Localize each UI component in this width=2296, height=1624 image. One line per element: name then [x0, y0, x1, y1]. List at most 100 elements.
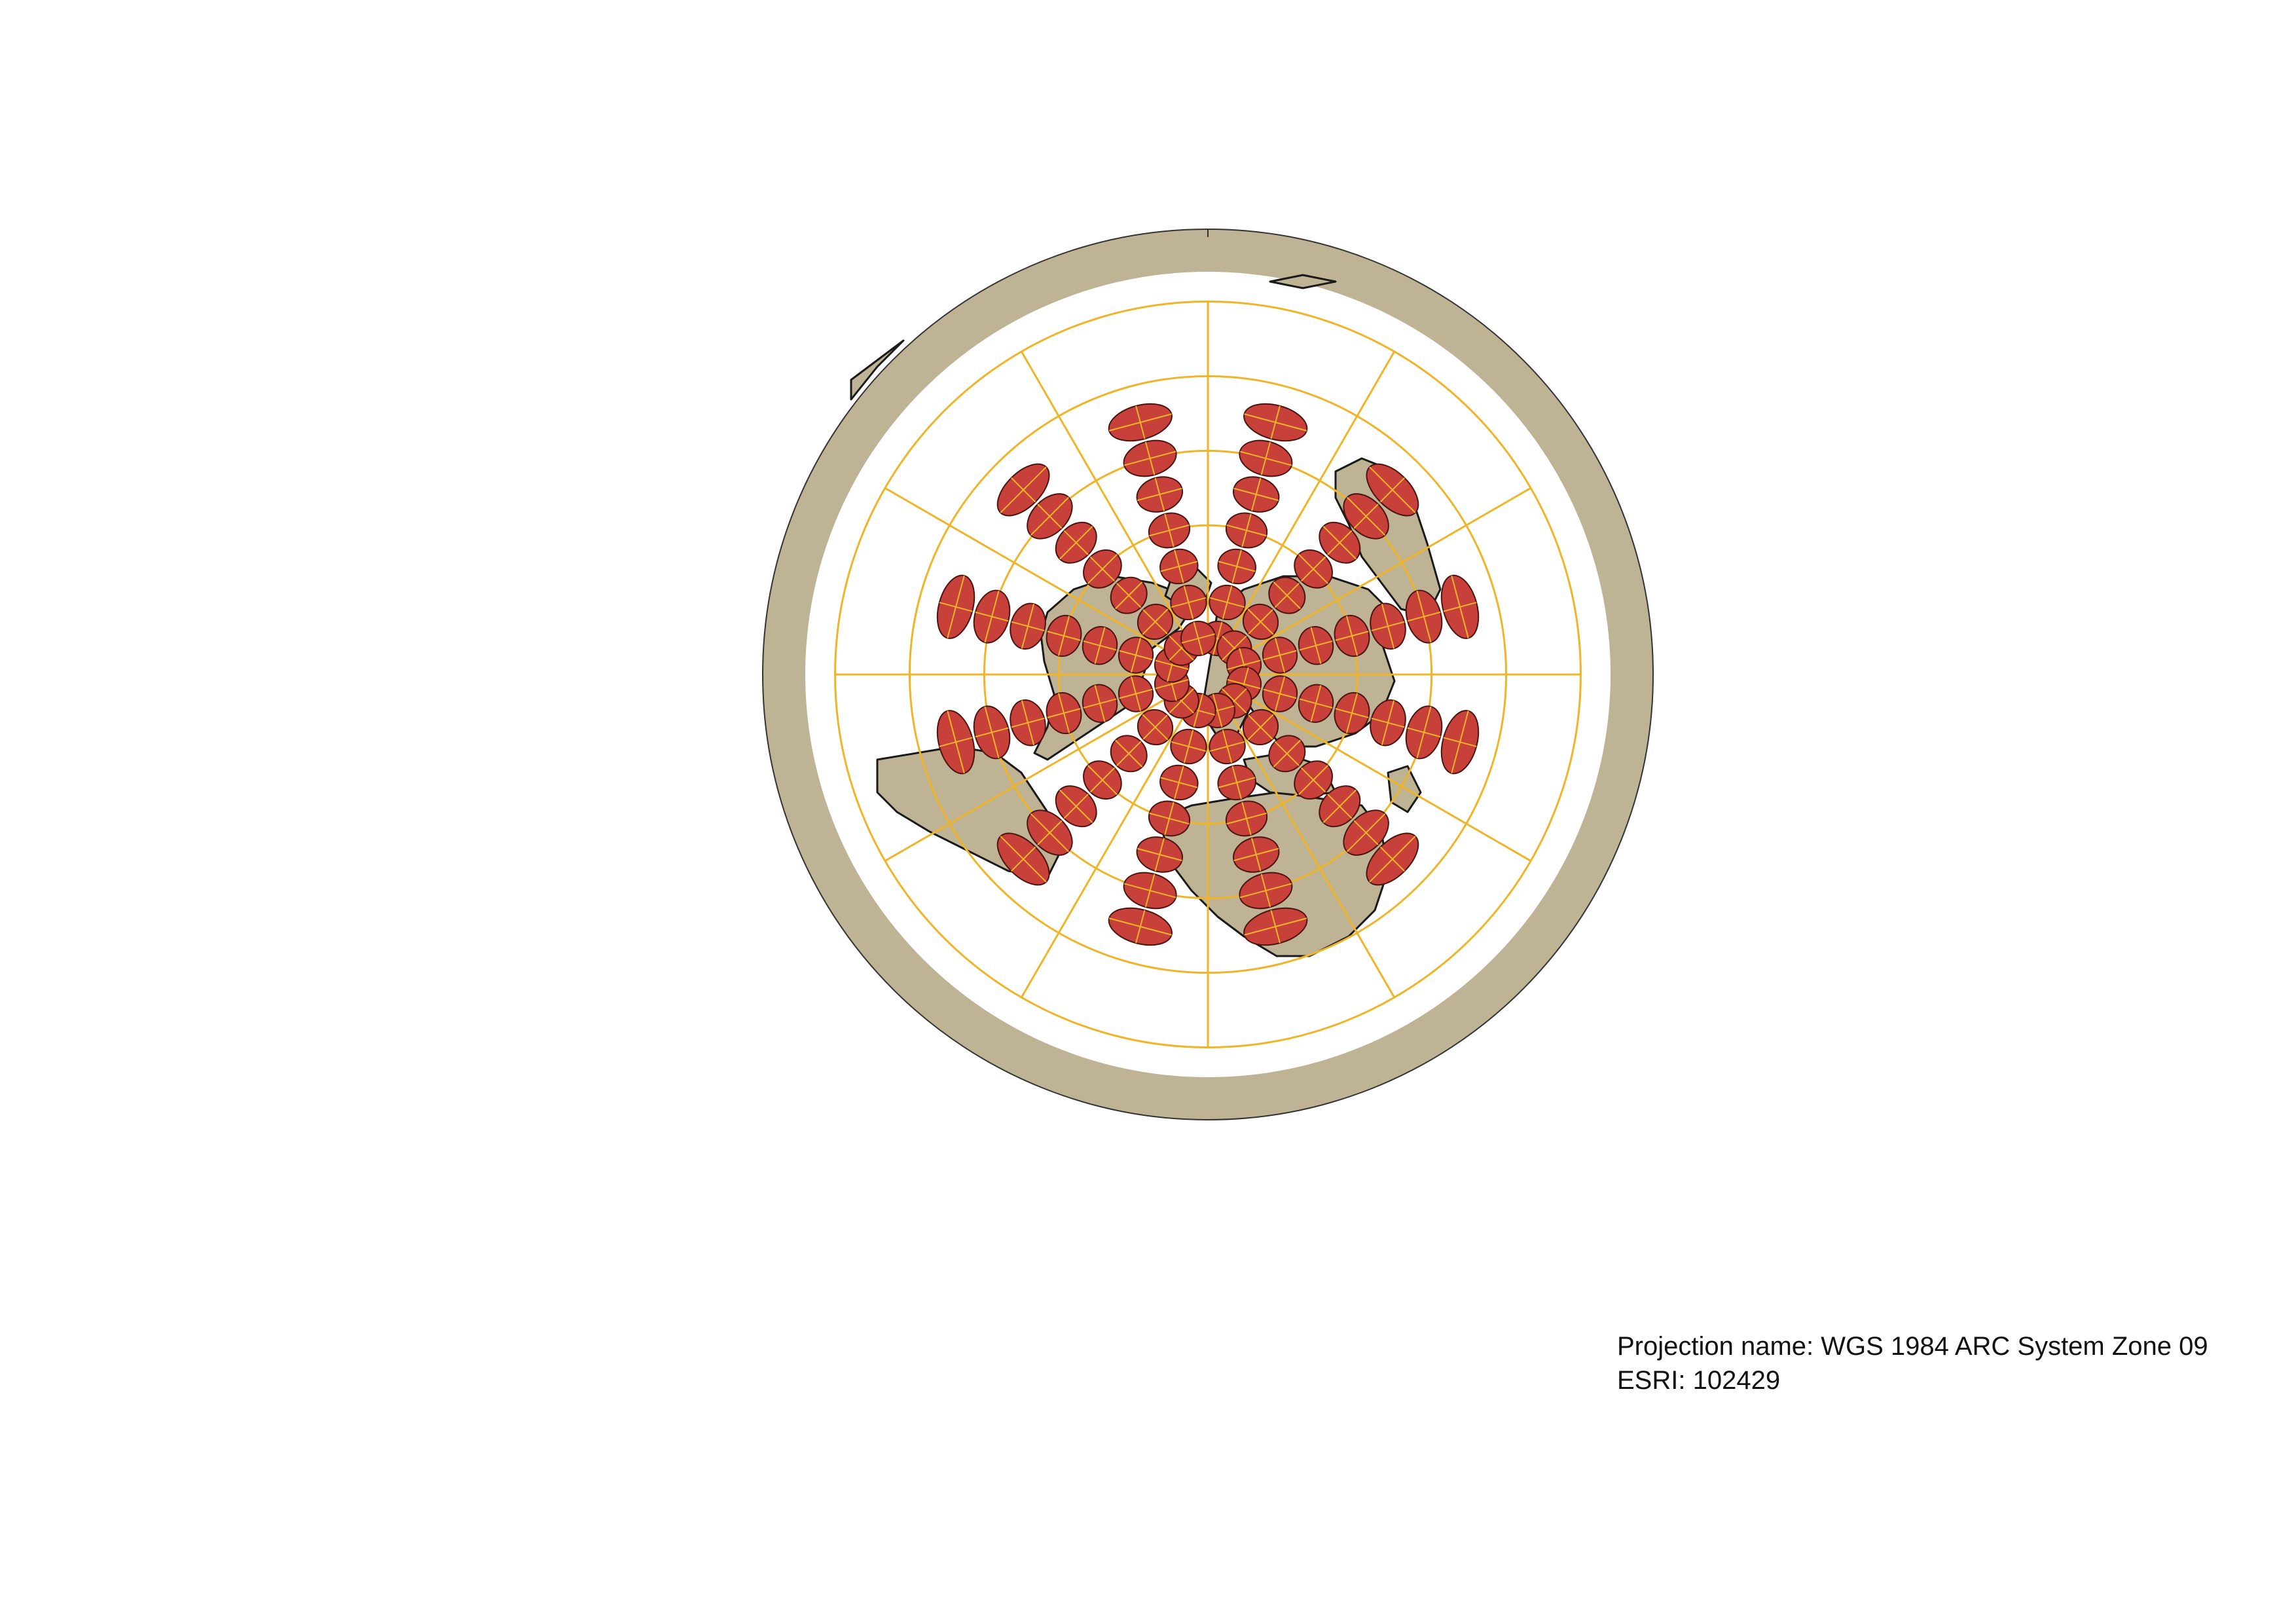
indicatrix-axis-minor — [1164, 802, 1175, 836]
projection-name-text: Projection name: WGS 1984 ARC System Zon… — [1617, 1332, 2208, 1361]
tissot-indicatrix — [1294, 760, 1333, 800]
indicatrix-axis-minor — [1212, 693, 1223, 728]
tissot-indicatrix — [1110, 576, 1148, 614]
indicatrix-axis-minor — [1353, 504, 1379, 529]
tissot-indicatrix — [1366, 832, 1419, 886]
indicatrix-axis-minor — [1142, 609, 1168, 635]
tissot-indicatrix — [1136, 836, 1183, 873]
tissot-indicatrix — [1137, 709, 1174, 746]
tissot-indicatrix — [1262, 637, 1298, 674]
tissot-indicatrix — [1217, 548, 1256, 585]
indicatrix-axis-minor — [1155, 659, 1189, 670]
tissot-indicatrix — [1118, 675, 1154, 712]
tissot-indicatrix — [1440, 574, 1480, 639]
tissot-indicatrix — [1370, 602, 1406, 650]
graticule-meridian — [1226, 706, 1396, 998]
indicatrix-axis-minor — [1011, 477, 1036, 503]
tissot-indicatrix — [1334, 614, 1370, 657]
indicatrix-axis-minor — [1248, 609, 1273, 635]
tissot-indicatrix — [1366, 463, 1419, 517]
indicatrix-axis-minor — [1011, 718, 1045, 728]
indicatrix-axis-minor — [1248, 714, 1273, 740]
indicatrix-axis-minor — [1241, 513, 1252, 547]
tissot-indicatrix — [1046, 692, 1082, 735]
indicatrix-axis-minor — [1222, 635, 1247, 661]
tissot-indicatrix — [1180, 620, 1216, 657]
indicatrix-axis-minor — [1263, 688, 1297, 699]
graticule-meridian — [1239, 487, 1531, 657]
projection-caption: Projection name: WGS 1984 ARC System Zon… — [1617, 1329, 2208, 1397]
tissot-indicatrix — [1055, 521, 1097, 564]
tissot-indicatrix — [1298, 684, 1334, 723]
indicatrix-axis-minor — [1135, 910, 1146, 944]
indicatrix-axis-minor — [1327, 530, 1353, 555]
indicatrix-axis-minor — [939, 737, 973, 747]
indicatrix-axis-minor — [1193, 693, 1203, 728]
tissot-indicatrix — [1159, 764, 1199, 801]
indicatrix-axis-minor — [1063, 530, 1089, 555]
tissot-indicatrix — [1298, 626, 1334, 665]
tissot-indicatrix — [1242, 603, 1279, 640]
tissot-indicatrix — [936, 574, 975, 639]
indicatrix-axis-minor — [1327, 794, 1353, 819]
indicatrix-axis-minor — [1047, 631, 1081, 641]
tissot-indicatrix — [1370, 699, 1406, 747]
indicatrix-axis-minor — [1164, 513, 1175, 547]
tissot-indicatrix — [1170, 584, 1207, 621]
indicatrix-axis-minor — [1371, 621, 1405, 631]
indicatrix-axis-minor — [1212, 621, 1223, 655]
graticule-meridian — [1020, 351, 1190, 643]
indicatrix-axis-minor — [1222, 688, 1247, 714]
indicatrix-axis-minor — [1037, 820, 1063, 845]
indicatrix-axis-minor — [1274, 741, 1300, 766]
tissot-indicatrix — [1137, 603, 1174, 640]
tissot-indicatrix — [1343, 493, 1389, 540]
indicatrix-axis-minor — [1260, 441, 1271, 475]
indicatrix-axis-minor — [1169, 635, 1194, 661]
tissot-indicatrix — [1108, 403, 1173, 442]
indicatrix-axis-minor — [1011, 621, 1045, 631]
tissot-indicatrix — [996, 832, 1050, 886]
indicatrix-axis-minor — [1183, 729, 1194, 764]
indicatrix-axis-minor — [1379, 846, 1405, 872]
tissot-indicatrix — [1159, 548, 1199, 585]
indicatrix-axis-minor — [1089, 767, 1115, 793]
indicatrix-axis-minor — [1119, 650, 1153, 661]
indicatrix-axis-minor — [1222, 585, 1233, 619]
tissot-indicatrix — [1123, 439, 1177, 477]
indicatrix-axis-minor — [1135, 405, 1146, 439]
tissot-indicatrix — [1319, 785, 1361, 828]
tissot-indicatrix — [1170, 728, 1207, 765]
tissot-indicatrix — [1027, 493, 1073, 540]
tissot-indicatrix — [1148, 800, 1191, 837]
tissot-indicatrix — [1294, 549, 1333, 589]
indicatrix-axis-minor — [1047, 708, 1081, 718]
graticule-meridian — [884, 487, 1176, 657]
indicatrix-axis-minor — [1263, 650, 1297, 661]
tissot-indicatrix — [1082, 684, 1118, 723]
indicatrix-axis-minor — [1063, 794, 1089, 819]
tissot-indicatrix — [1123, 872, 1177, 910]
graticule-meridian — [1226, 351, 1396, 643]
tissot-indicatrix — [1319, 521, 1361, 564]
tissot-indicatrix — [936, 710, 975, 775]
tissot-indicatrix — [996, 463, 1050, 517]
indicatrix-axis-minor — [1119, 688, 1153, 699]
indicatrix-axis-minor — [1301, 767, 1326, 793]
tissot-indicatrix — [1243, 907, 1308, 946]
indicatrix-axis-minor — [1379, 477, 1405, 503]
tissot-indicatrix — [1262, 675, 1298, 712]
indicatrix-axis-minor — [1407, 727, 1441, 738]
tissot-indicatrix — [973, 705, 1011, 760]
indicatrix-axis-minor — [1251, 838, 1262, 872]
indicatrix-axis-minor — [939, 602, 973, 612]
indicatrix-axis-minor — [1227, 679, 1261, 690]
indicatrix-axis-minor — [1154, 838, 1165, 872]
tissot-indicatrix — [1405, 705, 1443, 760]
tissot-indicatrix — [1242, 709, 1279, 746]
indicatrix-axis-minor — [975, 727, 1009, 738]
graticule-meridian — [1239, 692, 1531, 862]
indicatrix-axis-minor — [1299, 698, 1333, 709]
indicatrix-axis-minor — [1231, 549, 1242, 583]
tissot-indicatrix — [1268, 576, 1306, 614]
